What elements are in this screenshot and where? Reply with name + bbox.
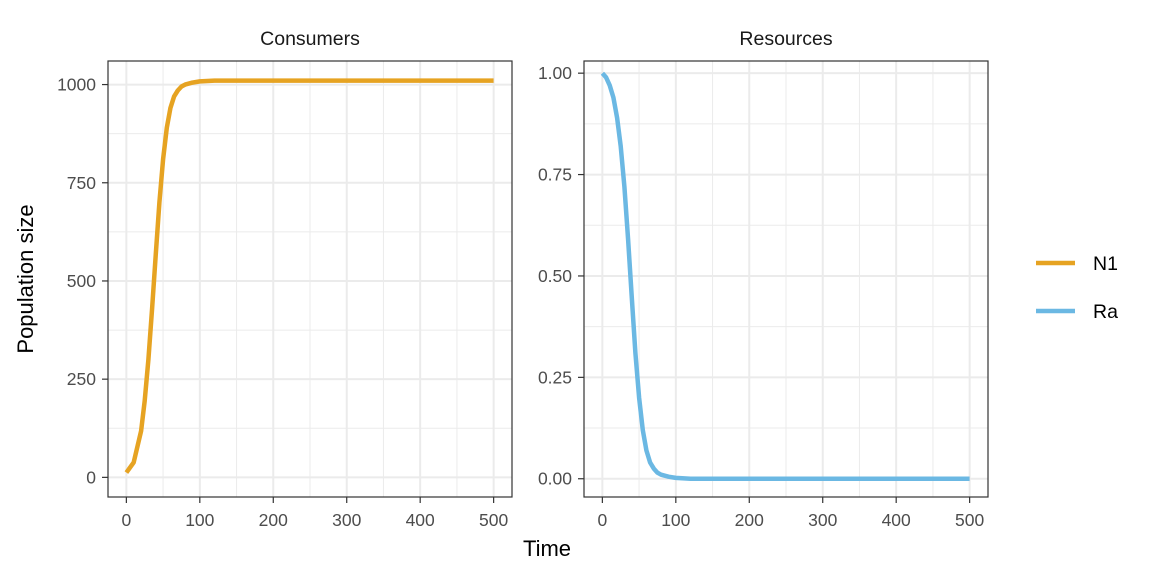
x-axis-label: Time	[523, 536, 571, 561]
x-tick-label: 500	[479, 510, 508, 530]
panel-title: Resources	[739, 28, 832, 50]
y-tick-label: 0	[86, 467, 96, 487]
y-tick-label: 250	[67, 369, 96, 389]
x-tick-label: 0	[597, 510, 607, 530]
x-tick-label: 200	[735, 510, 764, 530]
series-line-n1	[124, 78, 494, 474]
x-tick-label: 200	[259, 510, 288, 530]
panel-title: Consumers	[260, 28, 360, 50]
y-tick-label: 750	[67, 173, 96, 193]
y-tick-label: 0.75	[538, 165, 572, 185]
panel-border	[107, 60, 513, 498]
y-tick-label: 1.00	[538, 63, 572, 83]
series-line-ra	[600, 71, 970, 481]
x-tick-label: 0	[121, 510, 131, 530]
y-tick-label: 0.50	[538, 266, 572, 286]
x-tick-label: 100	[185, 510, 214, 530]
panel-2: 0 100 200 300 400 500 0.00 0.25 0.50 0.75 1.00 Reso…	[538, 28, 989, 530]
x-tick-label: 400	[882, 510, 911, 530]
y-tick-label: 0.25	[538, 367, 572, 387]
x-tick-label: 500	[955, 510, 984, 530]
legend-label-ra: Ra	[1093, 301, 1118, 323]
panel-1: 0 100 200 300 400 500 0 250 500 750 1000 Consumers	[57, 28, 513, 530]
x-tick-label: 400	[406, 510, 435, 530]
x-tick-label: 100	[661, 510, 690, 530]
y-tick-label: 500	[67, 271, 96, 291]
panel-border	[583, 60, 989, 498]
x-tick-label: 300	[332, 510, 361, 530]
y-axis-label: Population size	[13, 204, 38, 353]
panels-layer: 0 100 200 300 400 50002505007501000Consumers0…	[57, 28, 989, 530]
y-tick-label: 1000	[57, 75, 96, 95]
x-tick-label: 300	[808, 510, 837, 530]
y-tick-label: 0.00	[538, 469, 572, 489]
legend: N1 Ra	[1036, 253, 1118, 323]
legend-label-n1: N1	[1093, 253, 1118, 275]
